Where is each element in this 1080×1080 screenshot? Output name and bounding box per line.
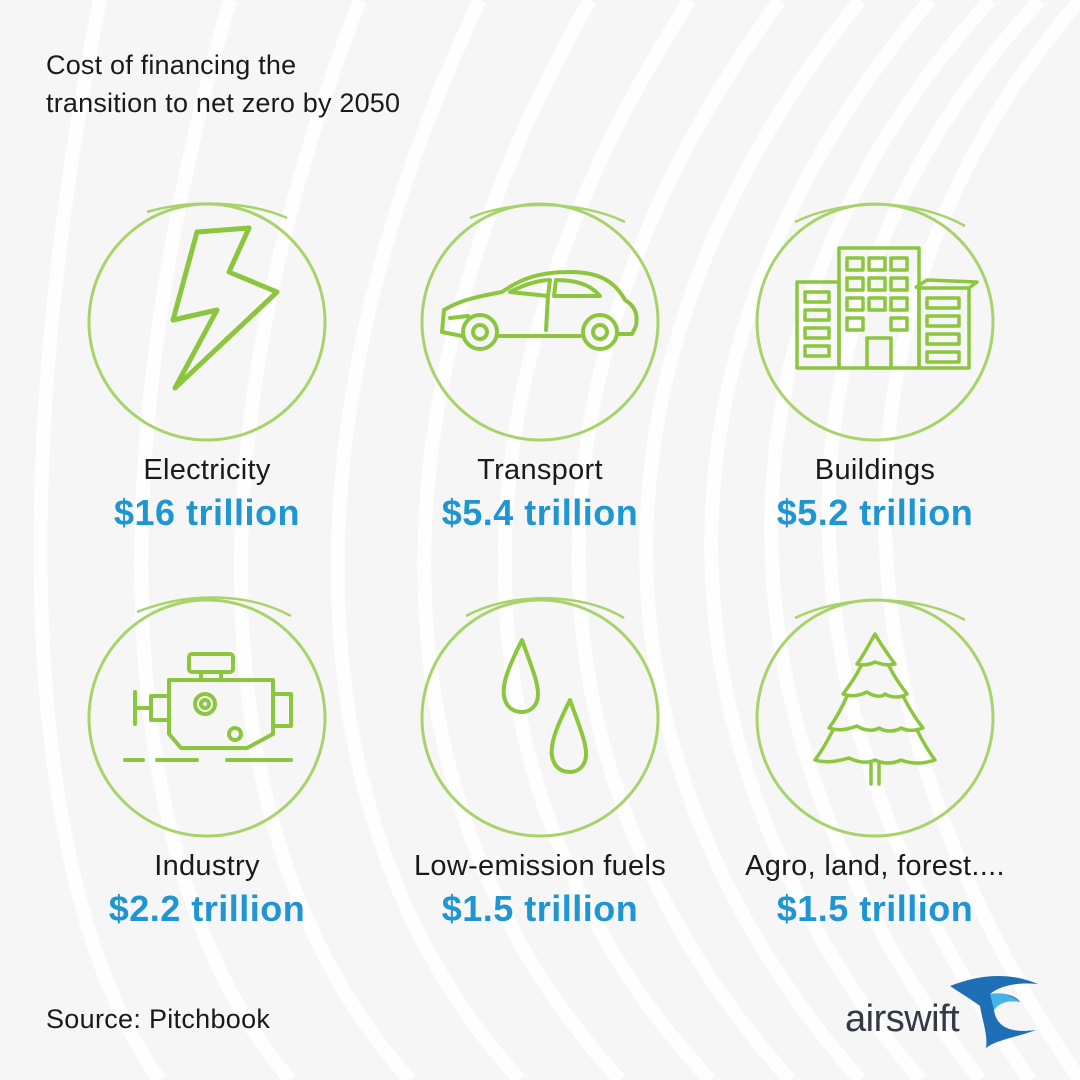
swift-bird-icon [950, 975, 1038, 1048]
card-electricity: Electricity $16 trillion [57, 192, 357, 552]
item-amount: $5.2 trillion [776, 492, 974, 533]
card-transport: Transport $5.4 trillion [390, 192, 690, 552]
item-amount: $1.5 trillion [776, 888, 974, 929]
page-title: Cost of financing the transition to net … [46, 46, 566, 122]
car-icon [420, 202, 660, 442]
item-label: Buildings [814, 454, 936, 486]
card-industry: Industry $2.2 trillion [57, 588, 357, 948]
pine-tree-icon [755, 598, 995, 838]
item-label: Agro, land, forest.... [745, 850, 1005, 882]
card-agro-land-forest: Agro, land, forest.... $1.5 trillion [725, 588, 1025, 948]
item-amount: $16 trillion [113, 492, 301, 533]
logo-wordmark: airswift [845, 998, 960, 1040]
card-low-emission-fuels: Low-emission fuels $1.5 trillion [390, 588, 690, 948]
airswift-logo: airswift [845, 970, 1045, 1050]
item-label: Electricity [143, 454, 271, 486]
item-amount: $1.5 trillion [441, 888, 639, 929]
source-note: Source: Pitchbook [46, 1004, 271, 1034]
item-label: Transport [477, 454, 603, 486]
title-line-1: Cost of financing the [46, 50, 297, 80]
engine-icon [87, 596, 327, 838]
item-label: Industry [154, 850, 260, 882]
lightning-bolt-icon [87, 202, 327, 442]
buildings-icon [755, 202, 995, 442]
title-line-2: transition to net zero by 2050 [46, 88, 401, 118]
card-buildings: Buildings $5.2 trillion [725, 192, 1025, 552]
item-label: Low-emission fuels [414, 850, 666, 882]
fuel-drops-icon [420, 597, 660, 838]
item-amount: $2.2 trillion [108, 888, 306, 929]
item-amount: $5.4 trillion [441, 492, 639, 533]
